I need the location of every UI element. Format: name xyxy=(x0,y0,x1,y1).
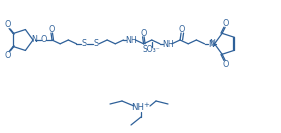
Text: N: N xyxy=(210,39,216,48)
Text: O: O xyxy=(48,24,55,34)
Text: S: S xyxy=(94,39,99,48)
Text: N: N xyxy=(208,40,214,49)
Text: N: N xyxy=(31,36,37,45)
Text: O: O xyxy=(179,26,185,34)
Text: O: O xyxy=(41,36,47,45)
Text: O: O xyxy=(140,29,147,38)
Text: NH: NH xyxy=(132,103,144,113)
Text: O: O xyxy=(5,51,11,60)
Text: O: O xyxy=(5,20,11,29)
Text: NH: NH xyxy=(126,36,137,45)
Text: S: S xyxy=(82,39,87,48)
Text: SO₃⁻: SO₃⁻ xyxy=(143,45,161,55)
Text: O: O xyxy=(223,19,229,28)
Text: NH: NH xyxy=(162,40,174,49)
Text: O: O xyxy=(223,60,229,69)
Text: +: + xyxy=(143,102,149,108)
